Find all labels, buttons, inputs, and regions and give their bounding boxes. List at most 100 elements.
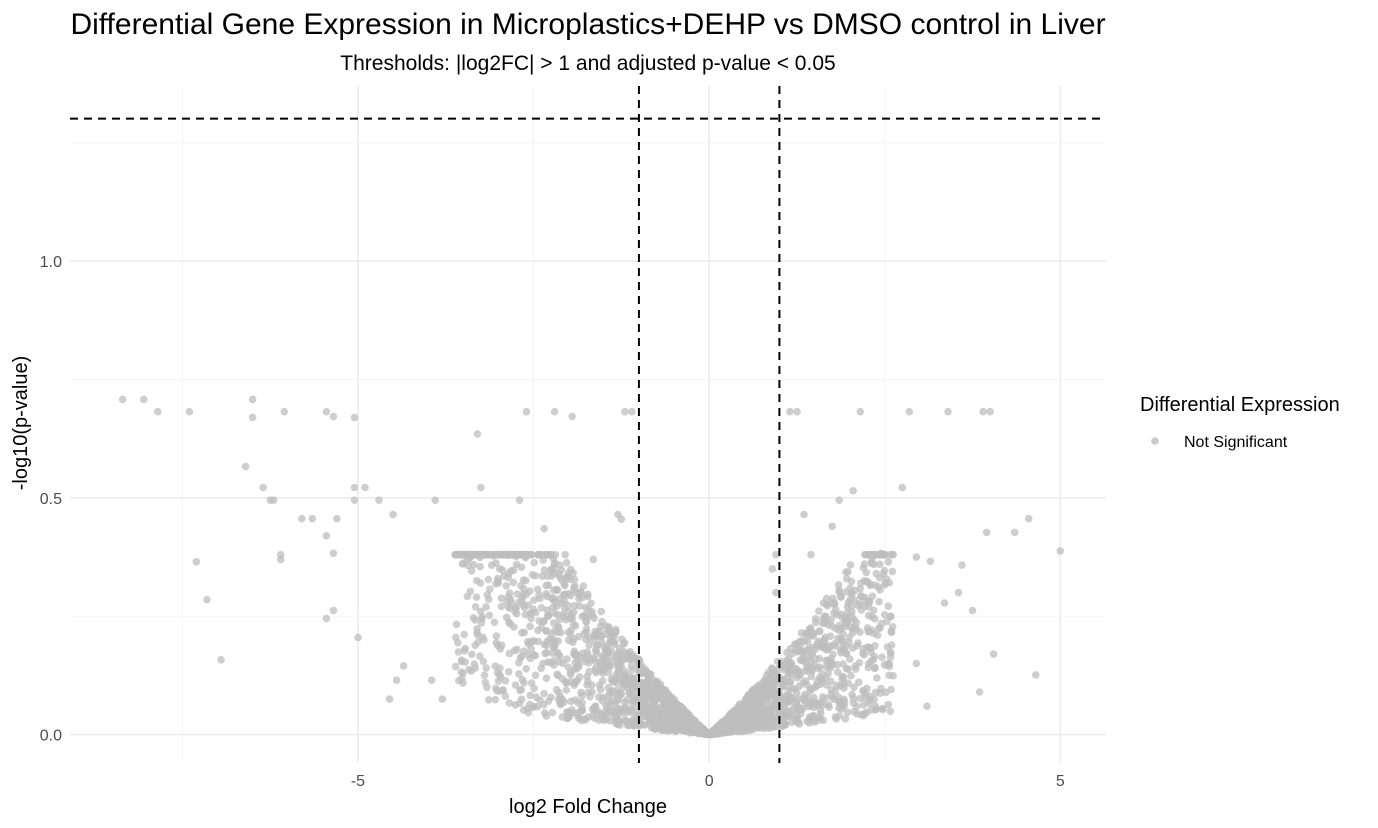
data-point (771, 722, 779, 731)
data-point (498, 566, 507, 574)
data-point (578, 703, 586, 712)
data-point (598, 677, 607, 685)
data-point (459, 550, 468, 559)
data-point (578, 692, 586, 700)
data-point (627, 662, 636, 670)
data-point (884, 602, 893, 610)
data-point (817, 709, 825, 718)
data-point (515, 670, 523, 678)
data-point (467, 667, 476, 675)
data-point (485, 585, 494, 594)
data-point (526, 587, 534, 595)
legend-title: Differential Expression (1140, 394, 1340, 416)
data-point (807, 627, 815, 636)
data-point (329, 606, 338, 615)
data-point (860, 576, 869, 585)
data-point (837, 705, 846, 713)
data-point (322, 532, 331, 540)
data-point (577, 588, 585, 597)
data-point (783, 648, 791, 657)
data-point (556, 699, 564, 708)
data-point (467, 550, 476, 559)
data-point (666, 694, 675, 703)
data-point (558, 713, 567, 721)
data-point (461, 644, 470, 653)
data-point (772, 588, 780, 597)
chart-subtitle: Thresholds: |log2FC| > 1 and adjusted p-… (340, 52, 835, 75)
data-point (538, 572, 546, 580)
data-point (979, 407, 987, 416)
data-point (629, 716, 637, 724)
data-point (621, 715, 629, 724)
data-point (588, 688, 596, 696)
data-point (604, 668, 613, 677)
data-point (1032, 671, 1040, 679)
data-point (466, 587, 475, 596)
data-point (660, 709, 669, 718)
data-point (526, 622, 534, 631)
data-point (457, 668, 466, 676)
data-point (350, 496, 359, 505)
data-point (860, 651, 868, 659)
data-point (678, 713, 686, 722)
data-point (512, 605, 520, 613)
data-point (350, 413, 359, 422)
data-point (542, 627, 551, 635)
data-point (192, 558, 201, 566)
data-point (575, 595, 583, 603)
data-point (516, 699, 524, 708)
legend-label-not-significant: Not Significant (1184, 434, 1288, 451)
data-point (459, 679, 467, 687)
data-point (484, 575, 493, 584)
data-point (361, 483, 369, 492)
data-point (837, 593, 845, 601)
data-point (547, 565, 556, 573)
data-point (581, 657, 589, 666)
data-point (526, 609, 535, 618)
data-point (547, 693, 555, 701)
data-point (375, 496, 383, 505)
data-point (944, 407, 952, 416)
data-point (739, 727, 747, 735)
data-point (266, 496, 275, 505)
data-point (561, 581, 569, 590)
data-point (550, 638, 559, 646)
data-point (519, 584, 528, 593)
data-point (853, 641, 861, 650)
data-point (392, 676, 401, 684)
data-point (492, 559, 500, 567)
data-point (771, 672, 780, 680)
x-tick-label: 0 (705, 773, 714, 790)
data-point (482, 603, 490, 611)
data-point (886, 648, 895, 657)
data-point (837, 637, 845, 646)
data-point (835, 496, 843, 505)
data-point (940, 599, 949, 607)
data-point (561, 678, 570, 686)
data-point (873, 674, 881, 682)
y-axis-ticks: 0.0 0.5 1.0 (40, 254, 62, 744)
data-point (732, 709, 740, 717)
data-point (623, 680, 631, 689)
data-point (792, 664, 800, 673)
data-point (543, 648, 551, 657)
data-point (843, 708, 852, 717)
data-point (781, 677, 789, 686)
data-point (566, 614, 574, 623)
data-point (844, 568, 852, 576)
data-point (668, 721, 676, 729)
data-point (543, 550, 551, 559)
data-point (515, 496, 524, 505)
data-point (638, 688, 646, 697)
data-point (884, 558, 893, 566)
data-point (824, 656, 832, 665)
x-axis-ticks: -5 0 5 (351, 773, 1065, 790)
data-point (154, 407, 162, 416)
data-point (530, 684, 538, 693)
data-point (887, 685, 895, 694)
data-point (835, 621, 844, 630)
data-point (739, 715, 748, 723)
data-point (608, 637, 617, 646)
data-point (740, 702, 749, 710)
